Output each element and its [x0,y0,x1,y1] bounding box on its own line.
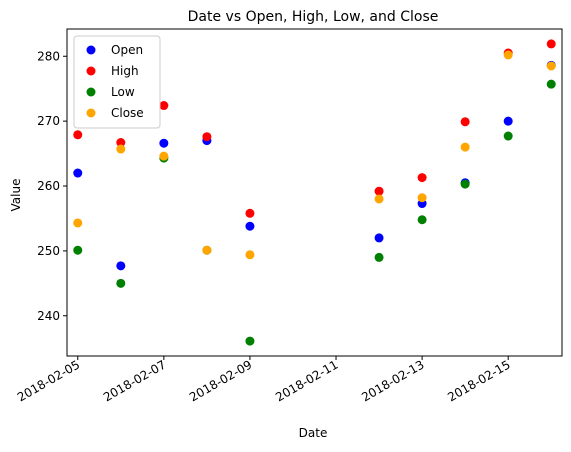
legend-label: Low [111,85,135,99]
series-close [73,50,556,260]
point-open [116,261,126,271]
point-low [245,336,255,346]
point-high [460,117,470,127]
point-low [546,79,556,89]
point-open [503,116,513,126]
point-low [460,179,470,189]
point-close [460,142,470,152]
point-open [245,221,255,231]
plot-frame [66,28,563,357]
legend-label: Close [111,106,144,120]
point-low [374,252,384,262]
x-axis: 2018-02-05 2018-02-07 2018-02-09 2018-02-11… [15,356,513,404]
x-tick-label: 2018-02-05 [15,357,82,404]
scatter-points [73,39,556,346]
y-tick-label: 240 [37,309,60,323]
legend-label: High [111,64,139,78]
x-tick-label: 2018-02-07 [101,357,168,404]
y-tick-label: 250 [37,244,60,258]
point-low [503,131,513,141]
point-high [374,186,384,196]
point-close [245,250,255,260]
point-close [202,245,212,255]
legend-marker [86,108,96,118]
legend-marker [86,87,96,97]
x-axis-label: Date [299,426,328,440]
x-tick-label: 2018-02-11 [273,357,340,404]
legend-label: Open [111,43,143,57]
y-axis-label: Value [9,179,23,212]
x-tick-label: 2018-02-09 [187,357,254,404]
y-axis: 240 250 260 270 280 [37,49,67,323]
point-open [374,233,384,243]
point-high [245,208,255,218]
point-close [116,144,126,154]
point-close [159,151,169,161]
point-low [73,245,83,255]
point-close [546,61,556,71]
y-tick-label: 260 [37,179,60,193]
legend-box [73,35,161,129]
point-high [159,101,169,111]
legend-marker [86,66,96,76]
legend-marker [86,45,96,55]
point-open [159,138,169,148]
point-high [546,39,556,49]
point-low [417,215,427,225]
point-close [73,218,83,228]
legend: Open High Low Close [73,35,161,129]
point-low [116,278,126,288]
point-close [374,194,384,204]
y-tick-label: 280 [37,49,60,63]
point-high [202,132,212,142]
y-tick-label: 270 [37,114,60,128]
point-close [417,193,427,203]
x-tick-label: 2018-02-13 [359,357,426,404]
chart-title: Date vs Open, High, Low, and Close [188,9,439,25]
x-tick-label: 2018-02-15 [445,357,512,404]
point-close [503,50,513,60]
point-open [73,168,83,178]
point-high [73,130,83,140]
point-high [116,138,126,148]
point-high [417,173,427,183]
